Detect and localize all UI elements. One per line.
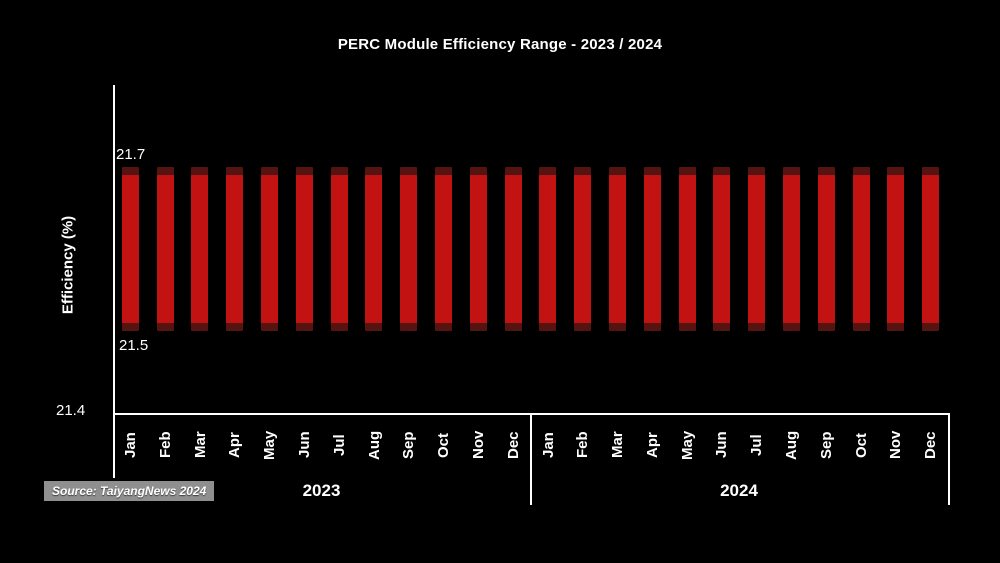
month-label: Apr — [643, 432, 661, 458]
range-bar — [678, 167, 696, 331]
chart-title: PERC Module Efficiency Range - 2023 / 20… — [337, 36, 663, 53]
month-label: Dec — [922, 431, 940, 459]
month-label: Oct — [852, 432, 870, 458]
month-label: Feb — [156, 431, 174, 459]
range-bar — [330, 167, 348, 331]
range-bar — [435, 167, 453, 331]
month-label: Aug — [782, 430, 800, 460]
range-bar — [817, 167, 835, 331]
range-bar — [608, 167, 626, 331]
range-bar — [887, 167, 905, 331]
month-label: Jun — [295, 431, 313, 459]
month-label: Aug — [365, 430, 383, 460]
range-bar — [156, 167, 174, 331]
range-bar — [365, 167, 383, 331]
year-label-2024: 2024 — [720, 481, 758, 500]
ytick-21-7: 21.7 — [116, 146, 146, 163]
month-label: Jul — [330, 434, 348, 456]
month-label: Oct — [435, 432, 453, 458]
range-bar — [191, 167, 209, 331]
ytick-21-5: 21.5 — [119, 337, 149, 354]
month-label: May — [261, 430, 279, 460]
month-axis: Jan Feb Mar Apr May Jun Jul Aug Sep Oct Nov Dec Jan F… — [113, 415, 948, 475]
range-bar — [469, 167, 487, 331]
range-bar — [504, 167, 522, 331]
right-border-line — [948, 413, 950, 505]
month-label: Dec — [504, 431, 522, 459]
range-bar — [643, 167, 661, 331]
plot-area — [113, 85, 948, 413]
month-label: Mar — [191, 431, 209, 459]
y-axis-line — [113, 85, 115, 478]
ytick-21-4: 21.4 — [56, 402, 86, 419]
month-label: Jun — [713, 431, 731, 459]
range-bar — [261, 167, 279, 331]
month-label: Sep — [400, 431, 418, 459]
year-separator-line — [530, 413, 532, 505]
month-label: Sep — [817, 431, 835, 459]
month-label: Mar — [608, 431, 626, 459]
month-label: May — [678, 430, 696, 460]
month-label: Nov — [887, 430, 905, 460]
range-bar — [748, 167, 766, 331]
range-bar — [121, 167, 139, 331]
range-bar — [574, 167, 592, 331]
year-label-2023: 2023 — [302, 481, 341, 500]
range-bar — [539, 167, 557, 331]
range-bar — [226, 167, 244, 331]
y-axis-label: Efficiency (%) — [59, 215, 77, 315]
month-label: Apr — [226, 432, 244, 458]
range-bar — [295, 167, 313, 331]
month-label: Nov — [469, 430, 487, 460]
month-label: Jan — [539, 432, 557, 458]
month-label: Jul — [748, 434, 766, 456]
month-label: Jan — [121, 432, 139, 458]
range-bar — [782, 167, 800, 331]
month-label: Feb — [574, 431, 592, 459]
range-bar — [922, 167, 940, 331]
range-bar — [713, 167, 731, 331]
range-bar — [400, 167, 418, 331]
range-bar — [852, 167, 870, 331]
source-credit: Source: TaiyangNews 2024 — [44, 481, 215, 501]
